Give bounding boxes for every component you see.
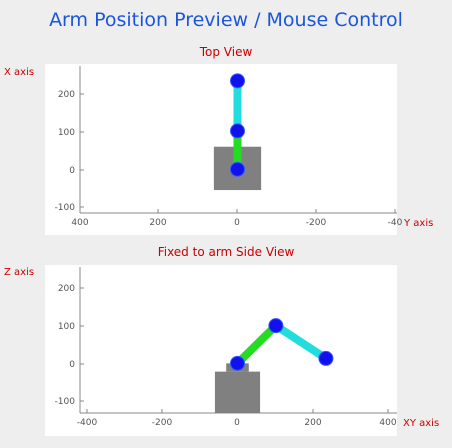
top-view-joint-1 bbox=[230, 123, 245, 139]
top-view-plot: 400 200 0 -200 -40 200 100 0 -100 bbox=[45, 64, 403, 235]
side-view-base bbox=[214, 371, 261, 413]
side-view-link-1 bbox=[234, 322, 279, 367]
top-view-y-tick-label: 200 bbox=[58, 90, 75, 100]
side-view-x-axis-label: XY axis bbox=[403, 418, 440, 429]
side-view-y-axis-label: Z axis bbox=[4, 267, 35, 278]
side-view-x-tick-label: 400 bbox=[379, 418, 396, 428]
top-view-joint-0 bbox=[230, 161, 245, 177]
side-view-x-tick-label: -400 bbox=[77, 418, 98, 428]
top-view-x-tick-label: 200 bbox=[149, 218, 166, 228]
side-view-y-tick-label: 200 bbox=[58, 284, 75, 294]
top-view-x-tick-label: 400 bbox=[71, 218, 88, 228]
top-view-y-tick-label: -100 bbox=[55, 203, 76, 213]
top-view-y-tick-label: 100 bbox=[58, 128, 75, 138]
top-view-x-axis-label: Y axis bbox=[404, 218, 434, 229]
side-view-title: Fixed to arm Side View bbox=[157, 245, 295, 259]
top-view-title: Top View bbox=[199, 45, 253, 59]
side-view-x-tick-label: 0 bbox=[234, 418, 240, 428]
top-view-x-tick-label: 0 bbox=[234, 218, 240, 228]
side-view-link-2 bbox=[273, 322, 329, 362]
side-view-joint-2 bbox=[318, 350, 334, 366]
top-view-y-axis-label: X axis bbox=[4, 67, 35, 78]
top-view-x-tick-label: -200 bbox=[306, 218, 327, 228]
side-view-y-tick-label: 0 bbox=[69, 360, 75, 370]
side-view-x-tick-label: 200 bbox=[304, 418, 321, 428]
side-view-joint-0 bbox=[230, 355, 245, 371]
side-view-joint-1 bbox=[268, 318, 284, 334]
top-view-y-tick-label: 0 bbox=[69, 166, 75, 176]
window-title: Arm Position Preview / Mouse Control bbox=[49, 9, 403, 31]
side-view-plot: -400 -200 0 200 400 200 100 0 -100 bbox=[45, 265, 397, 436]
top-view-joint-2 bbox=[230, 73, 245, 89]
side-view-y-tick-label: 100 bbox=[58, 322, 75, 332]
top-view-x-tick-label: -40 bbox=[388, 218, 403, 228]
side-view-y-tick-label: -100 bbox=[55, 397, 76, 407]
side-view-x-tick-label: -200 bbox=[152, 418, 173, 428]
